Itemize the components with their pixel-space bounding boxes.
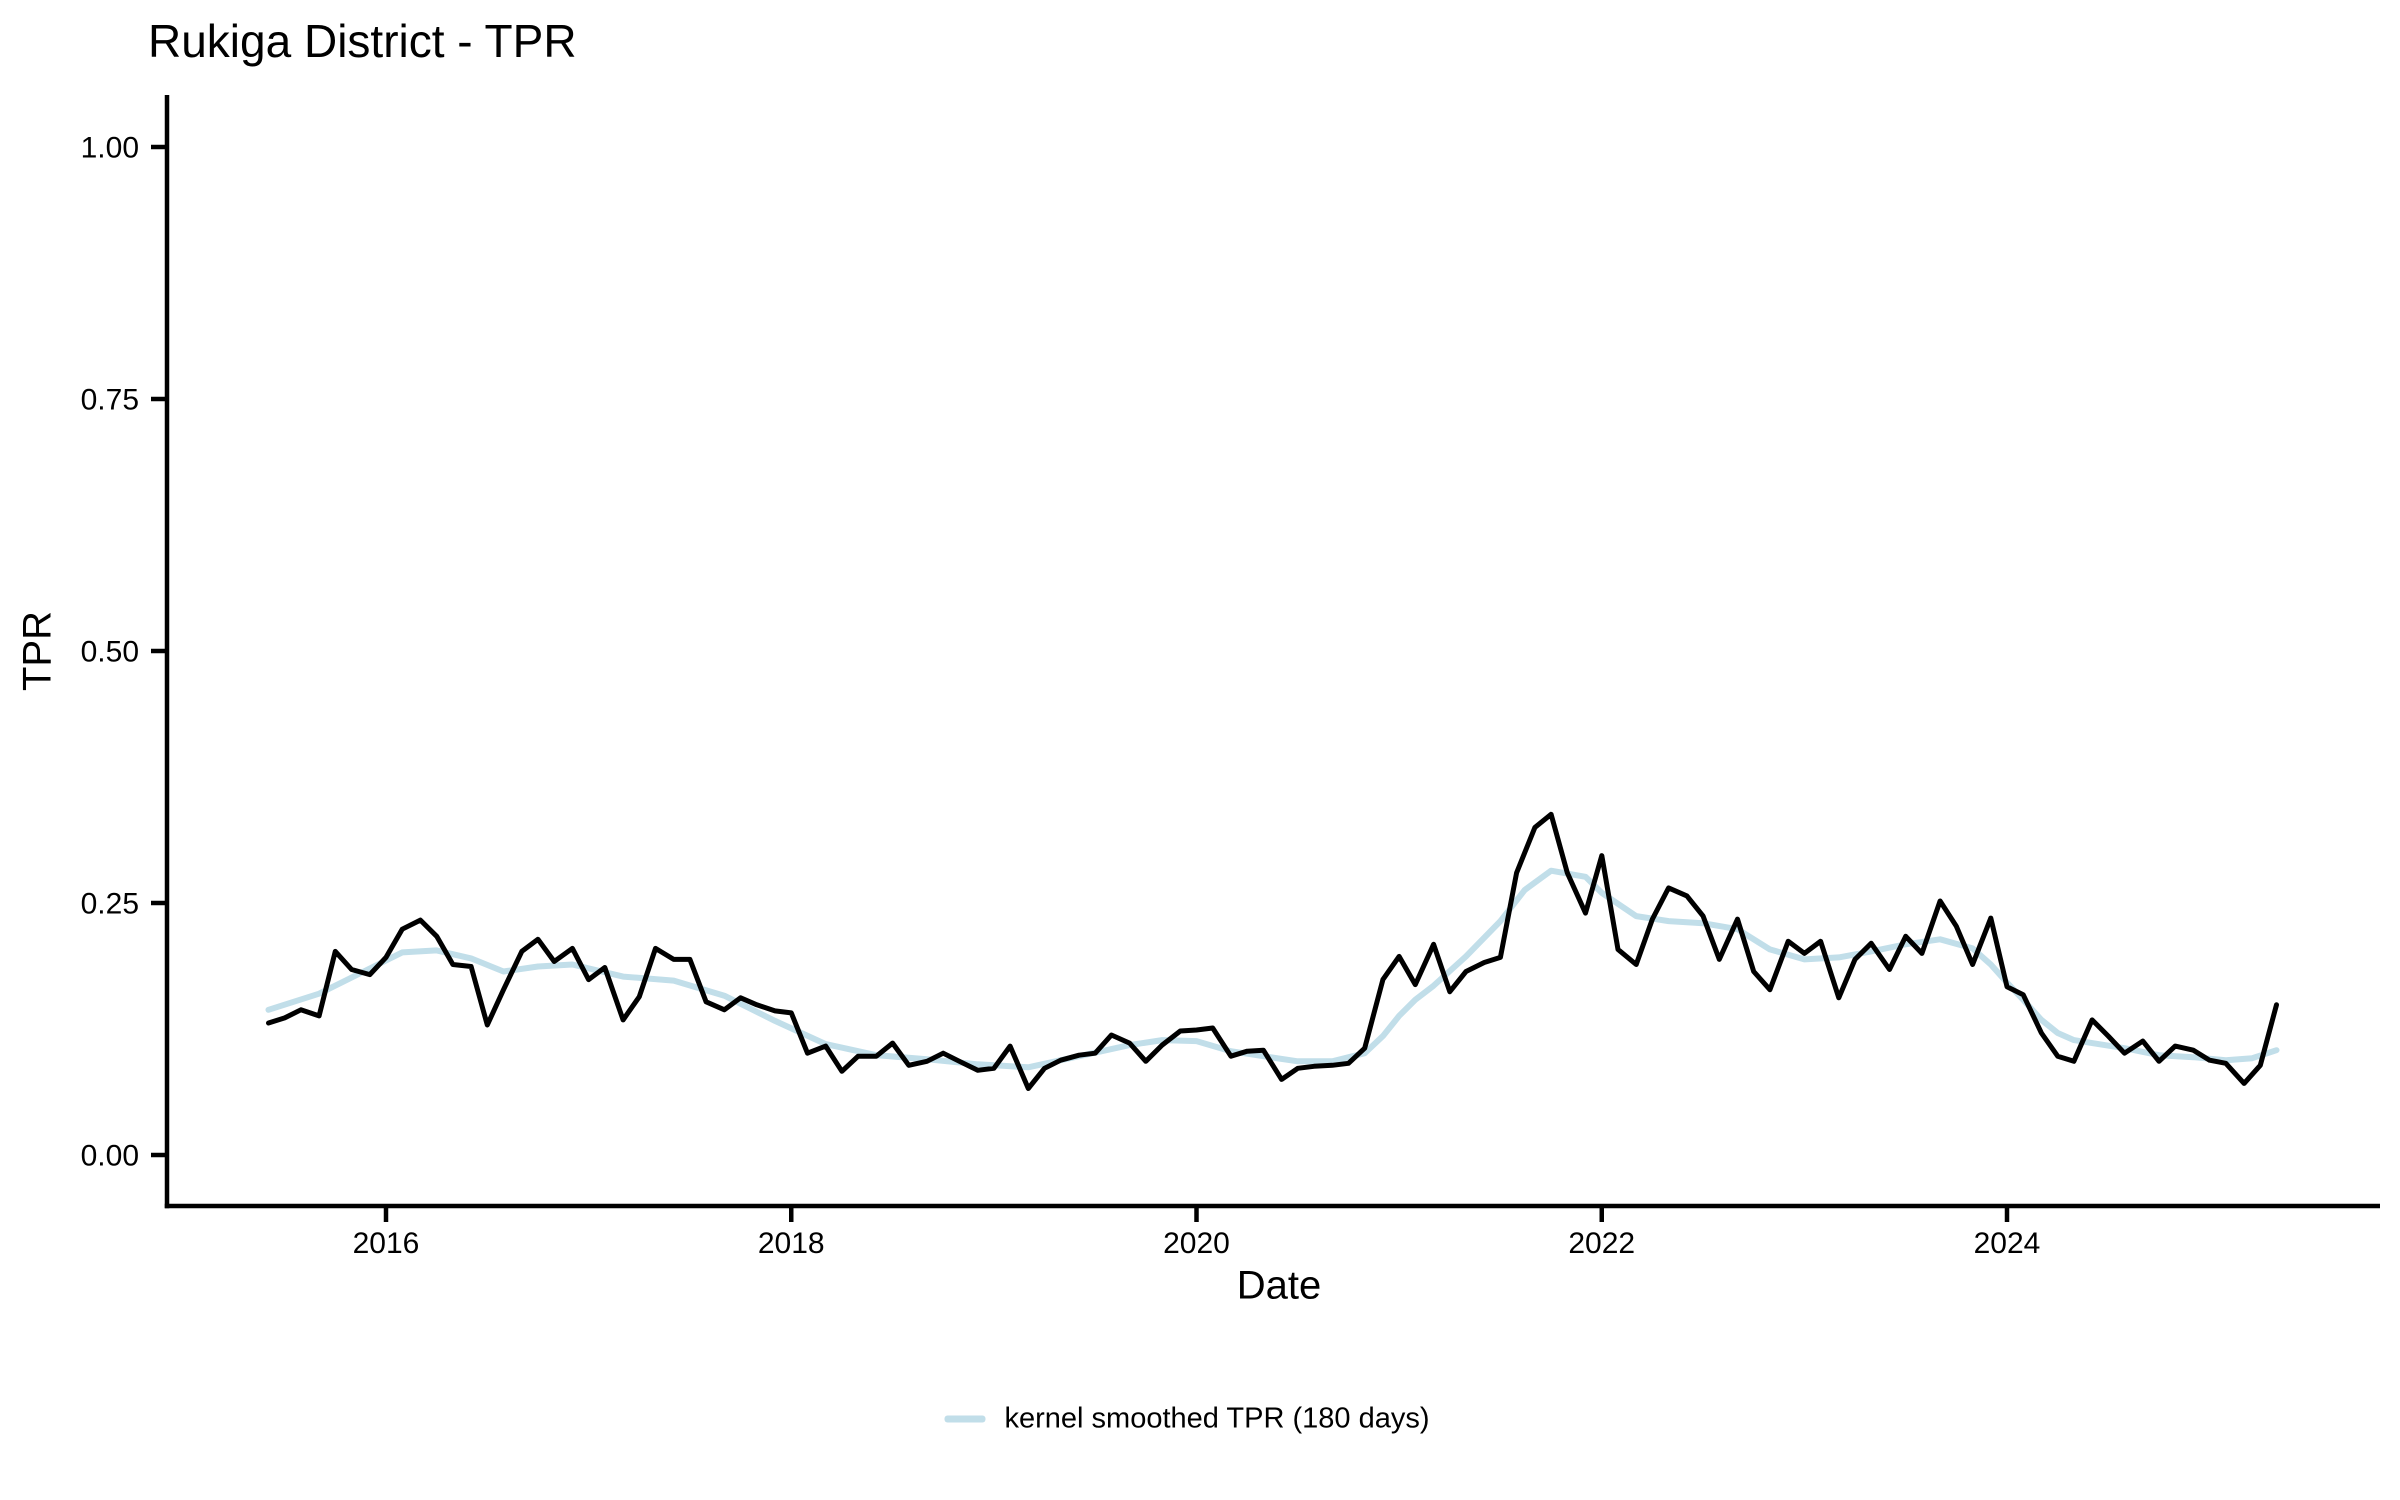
axis-layer: 0.00 0.25 0.50 0.75 1.00 2016 2018 2020 2022 2024: [81, 95, 2380, 1260]
y-tick-label: 0.50: [81, 636, 139, 669]
x-tick-label: 2018: [758, 1227, 825, 1260]
x-tick-label: 2020: [1163, 1227, 1230, 1260]
x-tick-label: 2024: [1974, 1227, 2041, 1260]
raw-tpr-line: [266, 811, 2279, 1091]
smoothed-tpr-line: [265, 867, 2280, 1071]
series-layer: [265, 811, 2280, 1091]
x-axis-title: Date: [1236, 1263, 1322, 1308]
legend-line-swatch: [944, 1415, 986, 1423]
x-tick-label: 2016: [353, 1227, 420, 1260]
chart-title: Rukiga District - TPR: [148, 15, 577, 67]
y-axis-title: TPR: [15, 611, 60, 691]
legend: kernel smoothed TPR (180 days): [944, 1402, 1430, 1436]
y-tick-label: 0.75: [81, 384, 139, 417]
y-tick-label: 0.00: [81, 1140, 139, 1173]
x-tick-label: 2022: [1568, 1227, 1635, 1260]
legend-label: kernel smoothed TPR (180 days): [1004, 1402, 1430, 1435]
y-tick-label: 0.25: [81, 888, 139, 921]
y-tick-label: 1.00: [81, 132, 139, 165]
